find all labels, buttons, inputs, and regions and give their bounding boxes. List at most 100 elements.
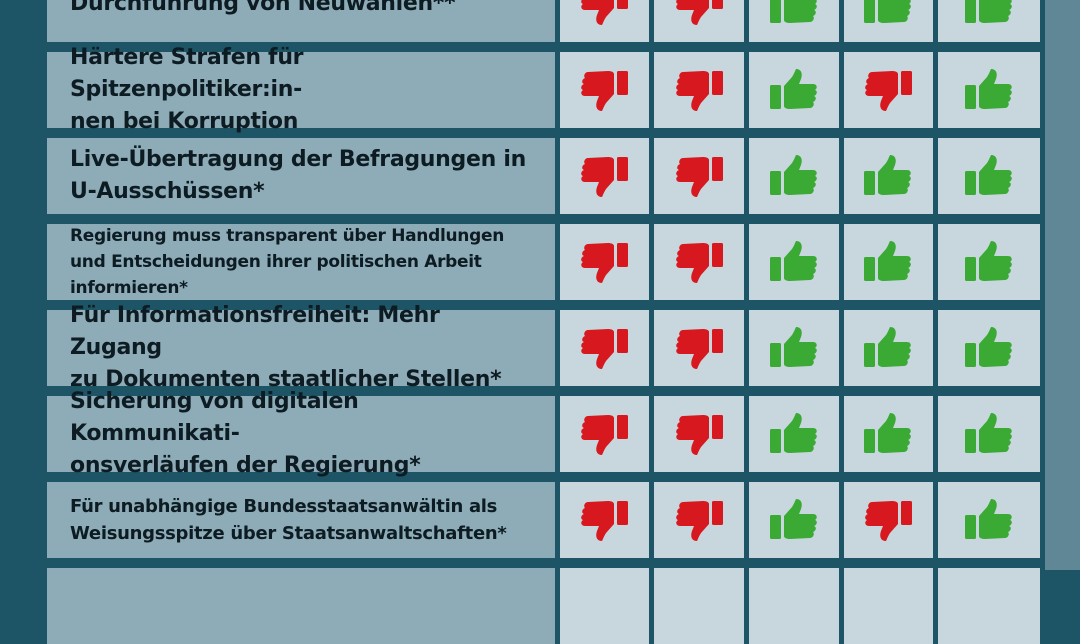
label-line: informieren*	[70, 278, 188, 298]
row-label: Live-Übertragung der Befragungen in U-Aus…	[47, 138, 555, 214]
label-line: Weisungsspitze über Staatsanwaltschaften…	[70, 523, 507, 544]
row-label: Für Informationsfreiheit: Mehr Zugang zu …	[47, 303, 555, 392]
thumb-down	[580, 413, 628, 455]
thumb-down	[675, 327, 723, 369]
vote-cell	[938, 396, 1040, 472]
table-row	[47, 568, 1040, 644]
label-line: onsverläufen der Regierung*	[70, 453, 421, 478]
vote-cell	[654, 224, 744, 300]
thumb-up	[770, 69, 818, 111]
thumb-down	[675, 155, 723, 197]
page: Durchführung von Neuwahlen** Härtere Stra…	[47, 0, 1080, 644]
vote-cell	[938, 138, 1040, 214]
vote-cell	[559, 0, 650, 42]
vote-cell	[748, 0, 839, 42]
vote-cell	[559, 396, 650, 472]
vote-cell	[938, 0, 1040, 42]
table-row: Für Informationsfreiheit: Mehr Zugang zu …	[47, 303, 1040, 392]
vote-cell	[654, 0, 744, 42]
table-row: Härtere Strafen für Spitzenpolitiker:in-…	[47, 45, 1040, 134]
vote-cell	[843, 224, 934, 300]
thumb-up	[770, 327, 818, 369]
thumb-down	[675, 0, 723, 25]
vote-cell	[654, 52, 744, 128]
thumb-up	[864, 241, 912, 283]
label-line: Regierung muss transparent über Handlung…	[70, 226, 505, 246]
vote-cell	[748, 482, 839, 558]
thumb-up	[965, 413, 1013, 455]
thumb-down	[675, 241, 723, 283]
thumb-up	[965, 0, 1013, 25]
vote-cell	[559, 224, 650, 300]
label-line: zu Dokumenten staatlicher Stellen*	[70, 367, 502, 392]
thumb-up	[770, 499, 818, 541]
table-row: Regierung muss transparent über Handlung…	[47, 224, 1040, 300]
table-row: Für unabhängige Bundesstaatsanwältin als…	[47, 482, 1040, 558]
row-label: Sicherung von digitalen Kommunikati-onsv…	[47, 389, 555, 478]
thumb-up	[864, 327, 912, 369]
vote-cell	[654, 138, 744, 214]
vote-cell	[559, 138, 650, 214]
vote-cell	[938, 52, 1040, 128]
label-line: Härtere Strafen für Spitzenpolitiker:in-	[70, 45, 304, 102]
vote-cell	[654, 310, 744, 386]
vote-cell	[559, 568, 650, 644]
thumb-down	[580, 69, 628, 111]
thumb-down	[675, 69, 723, 111]
vote-cell	[654, 568, 744, 644]
thumb-up	[864, 0, 912, 25]
vote-cell	[559, 310, 650, 386]
vote-cell	[843, 482, 934, 558]
thumb-up	[965, 499, 1013, 541]
table-row: Live-Übertragung der Befragungen in U-Aus…	[47, 138, 1040, 214]
label-line: Für unabhängige Bundesstaatsanwältin als	[70, 496, 498, 517]
vote-cell	[748, 224, 839, 300]
vote-cell	[748, 396, 839, 472]
label-line: nen bei Korruption	[70, 109, 299, 134]
thumb-up	[965, 69, 1013, 111]
thumb-up	[965, 327, 1013, 369]
thumb-down	[675, 413, 723, 455]
label-line: U-Ausschüssen*	[70, 179, 265, 204]
vote-cell	[748, 52, 839, 128]
thumb-up	[864, 413, 912, 455]
vote-cell	[938, 310, 1040, 386]
label-line: und Entscheidungen ihrer politischen Arb…	[70, 252, 482, 272]
thumb-down	[580, 155, 628, 197]
vote-cell	[748, 568, 839, 644]
vote-cell	[748, 138, 839, 214]
vote-cell	[654, 396, 744, 472]
row-label: Regierung muss transparent über Handlung…	[47, 224, 555, 300]
vote-cell	[938, 568, 1040, 644]
vote-cell	[843, 568, 934, 644]
vote-cell	[843, 310, 934, 386]
thumb-down	[580, 0, 628, 25]
vote-cell	[748, 310, 839, 386]
vote-cell	[843, 0, 934, 42]
label-line: Live-Übertragung der Befragungen in	[70, 147, 526, 172]
vote-cell	[559, 482, 650, 558]
row-label: Härtere Strafen für Spitzenpolitiker:in-…	[47, 45, 555, 134]
side-strip	[1045, 0, 1080, 570]
vote-cell	[938, 482, 1040, 558]
thumb-up	[770, 413, 818, 455]
vote-cell	[843, 52, 934, 128]
thumb-up	[770, 155, 818, 197]
thumb-up	[770, 241, 818, 283]
row-label: Für unabhängige Bundesstaatsanwältin als…	[47, 482, 555, 558]
vote-cell	[843, 396, 934, 472]
vote-cell	[938, 224, 1040, 300]
label-line: Durchführung von Neuwahlen**	[70, 0, 456, 16]
thumb-down	[864, 69, 912, 111]
thumb-down	[580, 327, 628, 369]
row-label: Durchführung von Neuwahlen**	[47, 0, 555, 42]
vote-cell	[559, 52, 650, 128]
thumb-down	[675, 499, 723, 541]
thumb-down	[580, 499, 628, 541]
thumb-down	[580, 241, 628, 283]
row-label	[47, 568, 555, 644]
vote-cell	[654, 482, 744, 558]
table-row: Sicherung von digitalen Kommunikati-onsv…	[47, 389, 1040, 478]
thumb-up	[965, 155, 1013, 197]
thumb-down	[864, 499, 912, 541]
